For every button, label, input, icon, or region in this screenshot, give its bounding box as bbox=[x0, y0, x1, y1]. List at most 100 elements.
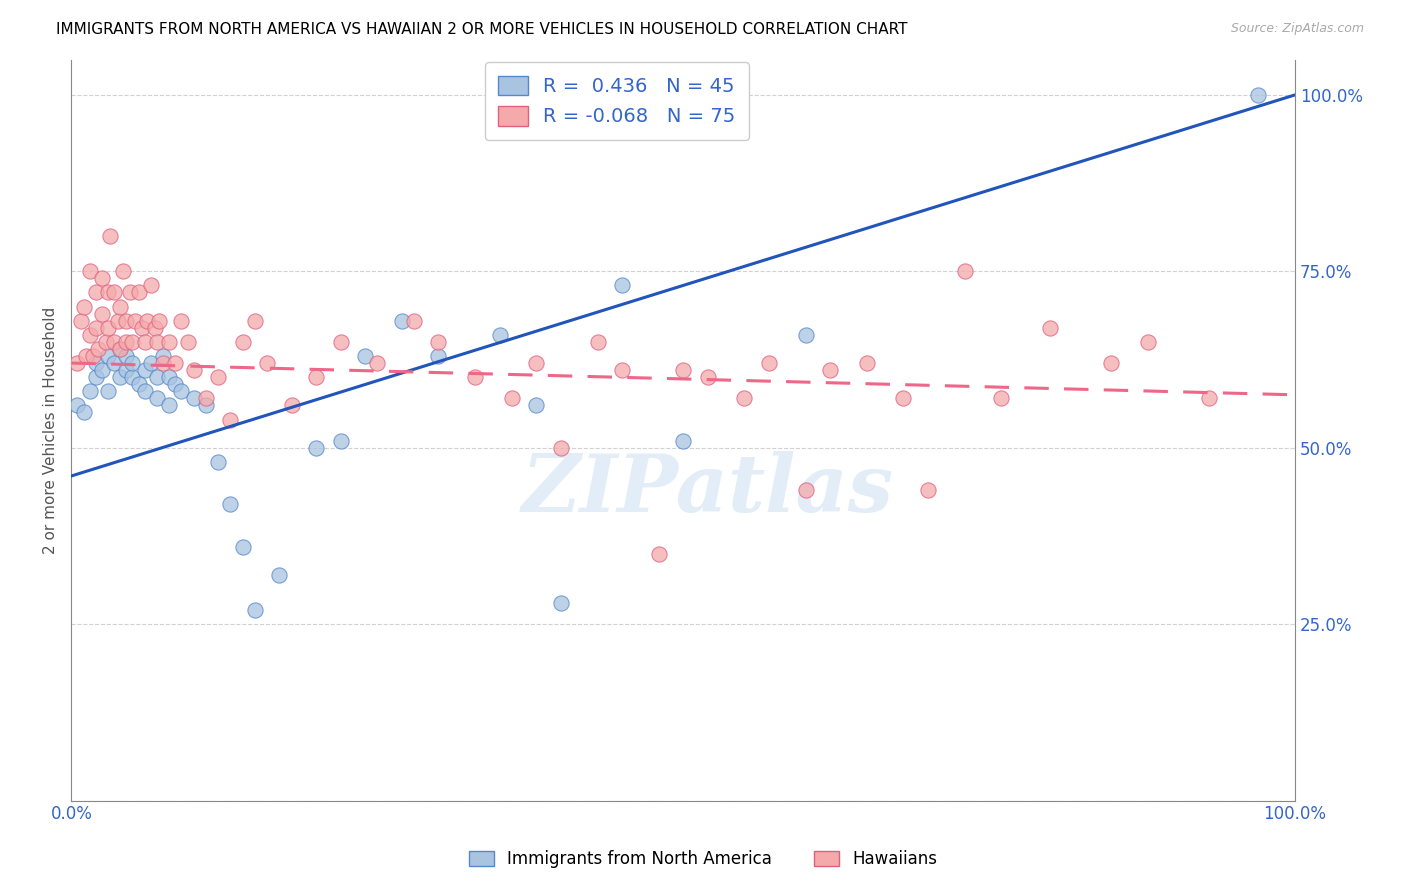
Point bbox=[110, 370, 132, 384]
Point bbox=[183, 363, 205, 377]
Point bbox=[464, 370, 486, 384]
Point bbox=[134, 363, 156, 377]
Point bbox=[131, 320, 153, 334]
Point bbox=[152, 356, 174, 370]
Point bbox=[550, 441, 572, 455]
Point bbox=[329, 334, 352, 349]
Point bbox=[990, 392, 1012, 406]
Point bbox=[893, 392, 915, 406]
Point bbox=[1101, 356, 1123, 370]
Point bbox=[66, 356, 89, 370]
Point bbox=[157, 334, 180, 349]
Point bbox=[194, 392, 217, 406]
Point bbox=[488, 327, 510, 342]
Point bbox=[818, 363, 841, 377]
Point bbox=[111, 264, 134, 278]
Point bbox=[1137, 334, 1160, 349]
Text: IMMIGRANTS FROM NORTH AMERICA VS HAWAIIAN 2 OR MORE VEHICLES IN HOUSEHOLD CORREL: IMMIGRANTS FROM NORTH AMERICA VS HAWAIIA… bbox=[56, 22, 908, 37]
Point bbox=[115, 314, 138, 328]
Point bbox=[1198, 392, 1220, 406]
Point bbox=[70, 314, 93, 328]
Point bbox=[1039, 320, 1062, 334]
Point bbox=[87, 342, 110, 356]
Point bbox=[672, 434, 695, 448]
Point bbox=[157, 370, 180, 384]
Point bbox=[219, 497, 242, 511]
Point bbox=[100, 229, 122, 244]
Point bbox=[243, 314, 266, 328]
Point bbox=[134, 334, 156, 349]
Point bbox=[501, 392, 523, 406]
Point bbox=[917, 483, 939, 497]
Point bbox=[66, 398, 89, 412]
Legend: Immigrants from North America, Hawaiians: Immigrants from North America, Hawaiians bbox=[463, 844, 943, 875]
Point bbox=[243, 603, 266, 617]
Point bbox=[157, 398, 180, 412]
Point bbox=[118, 285, 141, 300]
Point bbox=[305, 441, 328, 455]
Point bbox=[794, 327, 817, 342]
Point bbox=[550, 596, 572, 610]
Point bbox=[134, 384, 156, 399]
Point bbox=[103, 334, 125, 349]
Point bbox=[97, 349, 120, 363]
Point bbox=[115, 363, 138, 377]
Point bbox=[165, 377, 187, 392]
Point bbox=[110, 342, 132, 356]
Point bbox=[97, 320, 120, 334]
Point bbox=[79, 264, 101, 278]
Point bbox=[84, 285, 107, 300]
Point bbox=[427, 349, 450, 363]
Point bbox=[115, 349, 138, 363]
Point bbox=[79, 327, 101, 342]
Point bbox=[610, 278, 633, 293]
Point bbox=[194, 398, 217, 412]
Point bbox=[427, 334, 450, 349]
Point bbox=[232, 540, 254, 554]
Text: Source: ZipAtlas.com: Source: ZipAtlas.com bbox=[1230, 22, 1364, 36]
Point bbox=[97, 384, 120, 399]
Point bbox=[733, 392, 755, 406]
Point bbox=[90, 307, 112, 321]
Point bbox=[647, 547, 669, 561]
Point bbox=[121, 370, 143, 384]
Point bbox=[152, 349, 174, 363]
Point bbox=[146, 334, 169, 349]
Point bbox=[305, 370, 328, 384]
Point bbox=[524, 398, 547, 412]
Point bbox=[90, 363, 112, 377]
Point bbox=[354, 349, 377, 363]
Point bbox=[280, 398, 302, 412]
Point bbox=[256, 356, 278, 370]
Point bbox=[146, 370, 169, 384]
Point bbox=[855, 356, 877, 370]
Point bbox=[128, 285, 150, 300]
Point bbox=[794, 483, 817, 497]
Point bbox=[524, 356, 547, 370]
Point bbox=[329, 434, 352, 448]
Point bbox=[139, 356, 162, 370]
Point bbox=[391, 314, 413, 328]
Point bbox=[1247, 87, 1270, 102]
Point bbox=[146, 392, 169, 406]
Y-axis label: 2 or more Vehicles in Household: 2 or more Vehicles in Household bbox=[44, 307, 58, 554]
Point bbox=[72, 300, 94, 314]
Point bbox=[170, 314, 193, 328]
Point bbox=[672, 363, 695, 377]
Point bbox=[170, 384, 193, 399]
Point bbox=[128, 377, 150, 392]
Point bbox=[103, 356, 125, 370]
Point bbox=[79, 384, 101, 399]
Point bbox=[586, 334, 609, 349]
Point bbox=[110, 300, 132, 314]
Point bbox=[84, 320, 107, 334]
Point bbox=[148, 314, 170, 328]
Point bbox=[110, 342, 132, 356]
Point bbox=[139, 278, 162, 293]
Text: ZIPatlas: ZIPatlas bbox=[522, 450, 894, 528]
Point bbox=[165, 356, 187, 370]
Point bbox=[124, 314, 146, 328]
Point bbox=[696, 370, 718, 384]
Point bbox=[232, 334, 254, 349]
Point bbox=[94, 334, 117, 349]
